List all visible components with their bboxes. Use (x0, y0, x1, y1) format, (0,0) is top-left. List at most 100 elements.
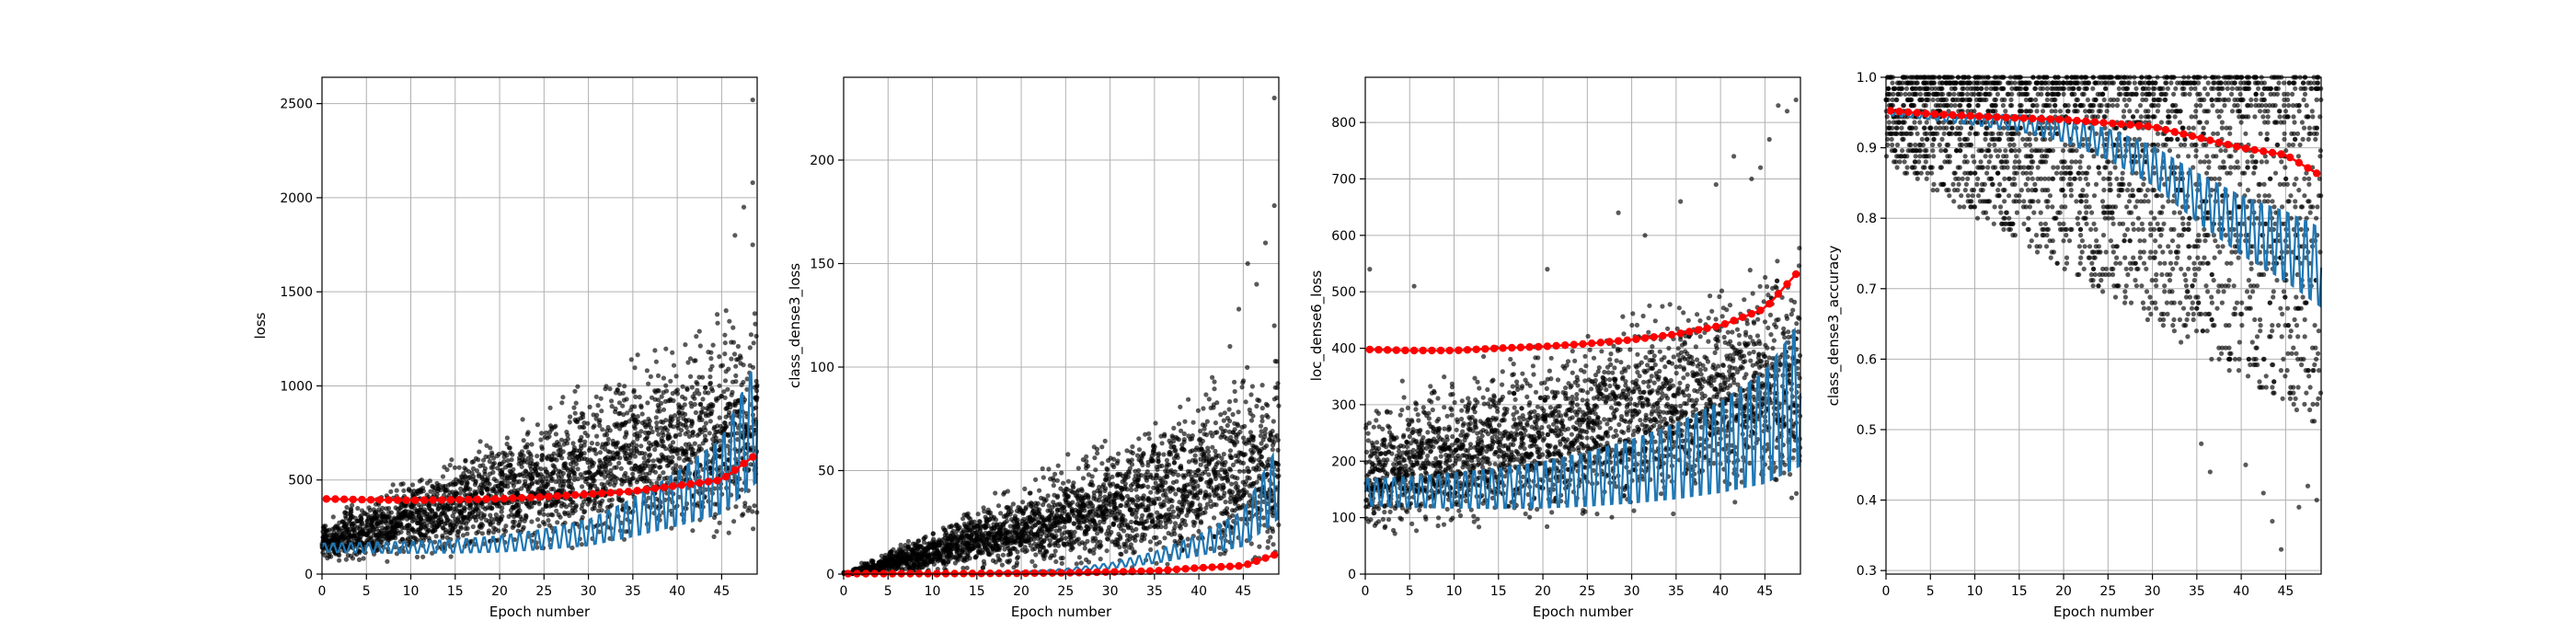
batch-point (565, 436, 571, 442)
batch-point (997, 558, 1003, 563)
batch-point (604, 384, 609, 389)
batch-point (1134, 453, 1141, 458)
batch-point (1078, 525, 1084, 531)
batch-point (1046, 466, 1052, 472)
batch-point (741, 379, 746, 385)
batch-point (672, 413, 678, 419)
batch-point (1170, 471, 1176, 477)
batch-point (1156, 455, 1161, 462)
batch-point (367, 508, 373, 513)
batch-point (1102, 438, 1108, 443)
batch-point (529, 442, 535, 447)
batch-point (1148, 546, 1154, 553)
batch-point (374, 517, 380, 523)
batch-point (599, 408, 604, 414)
batch-point (741, 204, 747, 210)
batch-point (530, 533, 535, 538)
batch-point (351, 521, 356, 526)
batch-point (424, 492, 430, 498)
batch-point (1005, 504, 1010, 510)
batch-point (551, 464, 558, 469)
batch-point (1123, 548, 1129, 555)
batch-point (467, 516, 473, 522)
x-tick-label: 45 (713, 584, 730, 599)
batch-point (444, 466, 450, 473)
batch-point (348, 526, 353, 532)
batch-point (1166, 516, 1171, 523)
epoch-average-point (420, 496, 429, 504)
batch-point (1179, 510, 1184, 515)
batch-point (580, 424, 585, 430)
batch-point (696, 391, 702, 397)
batch-point (587, 404, 592, 409)
batch-point (693, 358, 698, 363)
batch-point (467, 487, 473, 492)
batch-point (1148, 472, 1154, 477)
batch-point (443, 521, 449, 526)
batch-point (930, 531, 936, 536)
batch-point (1143, 472, 1149, 477)
batch-point (670, 350, 675, 355)
x-tick-label: 5 (362, 584, 371, 599)
batch-point (1092, 526, 1098, 532)
batch-point (384, 535, 389, 541)
batch-point (1090, 538, 1096, 544)
batch-point (732, 233, 738, 238)
batch-point (661, 432, 666, 438)
batch-point (675, 448, 681, 454)
batch-point (614, 442, 619, 447)
batch-point (670, 391, 675, 397)
batch-point (507, 468, 512, 474)
batch-point (626, 460, 632, 466)
batch-point (1118, 493, 1123, 499)
batch-point (646, 381, 651, 386)
batch-point (441, 484, 446, 489)
batch-point (348, 507, 353, 512)
batch-point (1059, 470, 1064, 476)
batch-point (1179, 535, 1184, 541)
batch-point (978, 524, 983, 530)
batch-point (717, 520, 722, 525)
batch-point (1112, 510, 1118, 515)
batch-point (1050, 504, 1055, 511)
batch-point (421, 509, 427, 515)
batch-point (487, 481, 492, 487)
batch-point (1002, 528, 1007, 534)
batch-point (1149, 516, 1155, 522)
batch-point (412, 535, 418, 541)
batch-point (535, 454, 540, 459)
batch-point (974, 539, 980, 545)
batch-point (700, 374, 706, 380)
batch-point (726, 530, 731, 535)
batch-point (1084, 458, 1089, 465)
batch-point (570, 505, 576, 512)
batch-point (724, 424, 730, 430)
batch-point (1080, 476, 1087, 481)
batch-point (499, 470, 505, 476)
batch-point (942, 543, 948, 548)
batch-point (1184, 512, 1190, 518)
x-axis-label: Epoch number (489, 604, 591, 620)
batch-point (409, 482, 416, 488)
epoch-average-point (429, 496, 437, 504)
batch-point (723, 308, 729, 314)
batch-point (486, 528, 492, 534)
batch-point (500, 513, 505, 520)
batch-point (1007, 512, 1013, 517)
batch-point (558, 444, 563, 450)
batch-point (1146, 431, 1152, 436)
batch-point (1098, 557, 1103, 562)
batch-point (388, 510, 394, 515)
batch-point (675, 420, 681, 425)
batch-point (1074, 561, 1079, 567)
batch-point (623, 420, 628, 425)
batch-point (1166, 530, 1171, 536)
batch-point (1005, 489, 1010, 494)
batch-point (575, 477, 581, 482)
batch-point (545, 435, 550, 441)
batch-point (703, 420, 709, 426)
batch-point (1131, 550, 1136, 556)
batch-point (1084, 454, 1089, 459)
batch-point (983, 518, 989, 523)
batch-point (1061, 504, 1066, 511)
